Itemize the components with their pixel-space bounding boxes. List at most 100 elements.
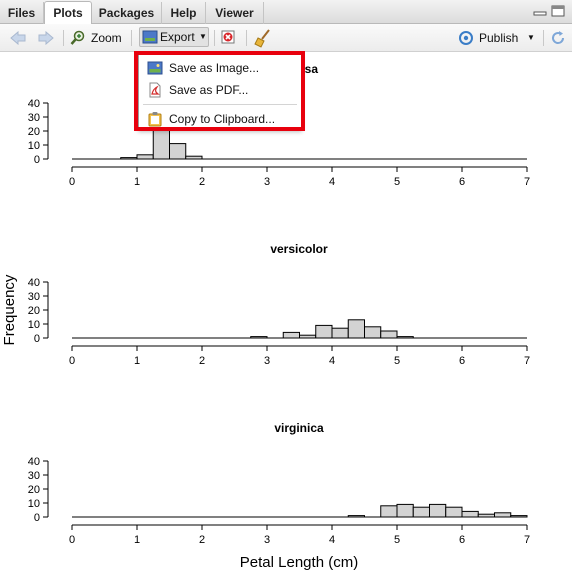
x-tick-label: 4	[329, 176, 335, 188]
toolbar-separator	[543, 30, 544, 46]
histogram-bar	[120, 157, 138, 160]
y-tick-label: 10	[28, 140, 40, 152]
y-tick-label: 20	[28, 305, 40, 317]
x-tick-label: 2	[199, 176, 205, 188]
toolbar-separator	[214, 30, 215, 46]
x-tick-label: 2	[199, 534, 205, 546]
x-tick-label: 6	[459, 176, 465, 188]
maximize-pane-icon[interactable]	[551, 5, 565, 17]
publish-dropdown-icon: ▼	[527, 33, 535, 42]
tab-files[interactable]: Files	[0, 2, 44, 24]
histogram-bar	[282, 331, 300, 339]
y-tick-label: 20	[28, 484, 40, 496]
panel-title: versicolor	[270, 242, 328, 256]
y-tick-label: 0	[34, 154, 40, 166]
menu-item-save-as-image[interactable]: Save as Image...	[139, 57, 301, 79]
histogram-bar	[136, 154, 154, 160]
tab-viewer[interactable]: Viewer	[206, 2, 264, 24]
x-tick-label: 0	[69, 355, 75, 367]
x-axis-label: Petal Length (cm)	[240, 554, 358, 571]
histogram-bar	[364, 326, 382, 339]
publish-label: Publish	[479, 31, 519, 45]
x-tick-label: 2	[199, 355, 205, 367]
x-tick-label: 7	[524, 534, 530, 546]
publish-button[interactable]: Publish ▼	[458, 28, 538, 48]
back-arrow-icon[interactable]	[9, 31, 27, 45]
x-tick-label: 1	[134, 176, 140, 188]
toolbar-separator	[131, 30, 132, 46]
x-tick-label: 3	[264, 534, 270, 546]
histogram-bar	[347, 319, 365, 339]
x-tick-label: 5	[394, 534, 400, 546]
remove-plot-icon[interactable]	[221, 29, 239, 47]
histogram-bar	[331, 327, 349, 339]
y-axis-label: Frequency	[1, 274, 18, 345]
zoom-magnifier-icon	[70, 30, 85, 45]
histogram-bar	[445, 506, 463, 518]
pane-tab-bar: Files Plots Packages Help Viewer	[0, 0, 572, 24]
histogram-bar	[429, 503, 447, 518]
tab-packages[interactable]: Packages	[92, 2, 162, 24]
histogram-bar	[396, 503, 414, 518]
y-tick-label: 0	[34, 512, 40, 524]
x-tick-label: 0	[69, 176, 75, 188]
histogram-bar	[477, 513, 495, 518]
histogram-panel: versicolor 0 10 20 30 40 0 1 2 3 4 5 6 7	[28, 242, 530, 367]
histogram-bar	[315, 324, 333, 339]
histogram-bar	[299, 334, 317, 339]
pdf-icon	[149, 82, 161, 98]
x-tick-label: 4	[329, 355, 335, 367]
y-tick-label: 40	[28, 277, 40, 289]
x-tick-label: 4	[329, 534, 335, 546]
y-tick-label: 40	[28, 456, 40, 468]
histogram-bar	[396, 336, 414, 339]
y-tick-label: 10	[28, 319, 40, 331]
x-tick-label: 7	[524, 176, 530, 188]
export-image-icon	[142, 30, 158, 44]
image-icon	[147, 61, 163, 75]
plots-toolbar: Zoom Export ▼ Publish ▼	[0, 24, 572, 52]
histogram-bar	[185, 155, 203, 160]
refresh-icon[interactable]	[550, 30, 566, 46]
histogram-bar	[347, 515, 365, 518]
histogram-bar	[461, 510, 479, 518]
tab-plots[interactable]: Plots	[44, 1, 92, 24]
y-tick-label: 30	[28, 291, 40, 303]
histogram-bar	[250, 336, 268, 339]
x-tick-label: 3	[264, 355, 270, 367]
toolbar-separator	[246, 30, 247, 46]
clear-all-broom-icon[interactable]	[254, 28, 272, 48]
x-tick-label: 1	[134, 534, 140, 546]
export-dropdown-menu: Save as Image... Save as PDF... Copy to …	[138, 53, 302, 130]
x-tick-label: 1	[134, 355, 140, 367]
export-button[interactable]: Export ▼	[139, 27, 209, 47]
menu-item-copy-to-clipboard[interactable]: Copy to Clipboard...	[139, 108, 301, 130]
tab-help[interactable]: Help	[162, 2, 206, 24]
x-tick-label: 5	[394, 355, 400, 367]
toolbar-separator	[63, 30, 64, 46]
histogram-panel: virginica 0 10 20 30 40 0 1 2 3 4 5 6 7	[28, 421, 530, 546]
menu-item-label: Save as Image...	[169, 61, 260, 75]
menu-item-save-as-pdf[interactable]: Save as PDF...	[139, 79, 301, 101]
x-tick-label: 7	[524, 355, 530, 367]
y-tick-label: 20	[28, 126, 40, 138]
histogram-bar	[510, 515, 528, 518]
menu-item-label: Save as PDF...	[169, 83, 249, 97]
histogram-bar	[169, 143, 187, 160]
panel-title: virginica	[274, 421, 324, 435]
minimize-pane-icon[interactable]	[533, 5, 547, 17]
export-label: Export	[160, 30, 195, 44]
histogram-plot: setosa01020304001234567versicolor0102030…	[1, 62, 530, 571]
x-tick-label: 3	[264, 176, 270, 188]
menu-divider	[143, 104, 297, 105]
forward-arrow-icon[interactable]	[37, 31, 55, 45]
y-tick-label: 0	[34, 333, 40, 345]
x-tick-label: 5	[394, 176, 400, 188]
y-tick-label: 10	[28, 498, 40, 510]
histogram-bar	[380, 505, 398, 518]
export-dropdown-icon: ▼	[199, 32, 207, 41]
y-tick-label: 30	[28, 470, 40, 482]
publish-icon	[459, 31, 473, 45]
histogram-bar	[494, 512, 512, 518]
zoom-button[interactable]: Zoom	[70, 28, 128, 48]
